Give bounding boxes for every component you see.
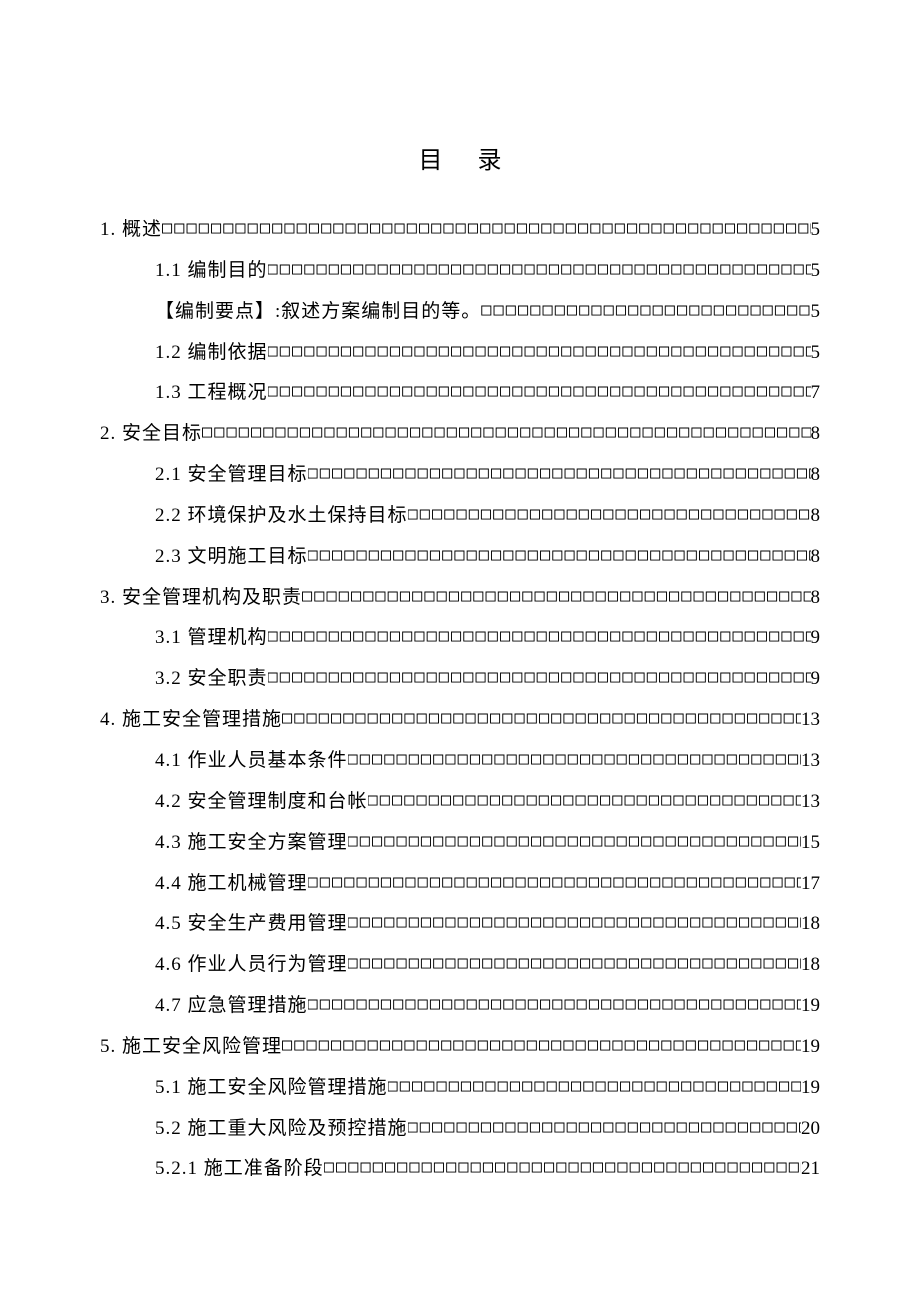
toc-page-number: 9 [811,659,821,700]
toc-entry-text: 5.2 施工重大风险及预控措施 [155,1109,408,1150]
toc-leader: □□□□□□□□□□□□□□□□□□□□□□□□□□□□□□□□□□□□□□□□… [348,904,801,941]
toc-entry-text: 5. 施工安全风险管理 [100,1027,282,1068]
toc-entry-text: 2.3 文明施工目标 [155,537,308,578]
toc-leader: □□□□□□□□□□□□□□□□□□□□□□□□□□□□□□□□□□□□□□□□… [324,1149,801,1186]
toc-entry: 2. 安全目标 □□□□□□□□□□□□□□□□□□□□□□□□□□□□□□□□… [100,414,820,455]
toc-page-number: 5 [811,251,821,292]
toc-entry: 5.1 施工安全风险管理措施 □□□□□□□□□□□□□□□□□□□□□□□□□… [100,1068,820,1109]
toc-leader: □□□□□□□□□□□□□□□□□□□□□□□□□□□□□□□□□□□□□□□□… [348,823,801,860]
toc-page-number: 19 [801,1027,820,1068]
toc-leader: □□□□□□□□□□□□□□□□□□□□□□□□□□□□□□□□□□□□□□□□… [308,986,801,1023]
toc-entry: 1.3 工程概况 □□□□□□□□□□□□□□□□□□□□□□□□□□□□□□□… [100,373,820,414]
toc-entry-text: 1. 概述 [100,210,162,251]
toc-page-number: 8 [811,578,821,619]
toc-entry: 4.6 作业人员行为管理 □□□□□□□□□□□□□□□□□□□□□□□□□□□… [100,945,820,986]
toc-page-number: 13 [801,700,820,741]
toc-page-number: 5 [811,333,821,374]
toc-entry-text: 5.1 施工安全风险管理措施 [155,1068,388,1109]
toc-entry-text: 1.2 编制依据 [155,333,268,374]
toc-entry: 2.2 环境保护及水土保持目标 □□□□□□□□□□□□□□□□□□□□□□□□… [100,496,820,537]
toc-page-number: 7 [811,373,821,414]
toc-leader: □□□□□□□□□□□□□□□□□□□□□□□□□□□□□□□□□□□□□□□□… [268,373,811,410]
toc-entry-text: 4.2 安全管理制度和台帐 [155,782,368,823]
toc-entry: 5.2 施工重大风险及预控措施 □□□□□□□□□□□□□□□□□□□□□□□□… [100,1109,820,1150]
toc-entry-text: 4.3 施工安全方案管理 [155,823,348,864]
toc-leader: □□□□□□□□□□□□□□□□□□□□□□□□□□□□□□□□□□□□□□□□… [268,333,811,370]
toc-entry: 4.5 安全生产费用管理 □□□□□□□□□□□□□□□□□□□□□□□□□□□… [100,904,820,945]
toc-entry-text: 5.2.1 施工准备阶段 [155,1149,324,1190]
toc-page-number: 17 [801,864,820,905]
toc-title: 目录 [100,140,820,175]
toc-entry: 4.3 施工安全方案管理 □□□□□□□□□□□□□□□□□□□□□□□□□□□… [100,823,820,864]
toc-leader: □□□□□□□□□□□□□□□□□□□□□□□□□□□□□□□□□□□□□□□□… [408,496,811,533]
toc-page-number: 8 [811,455,821,496]
toc-entry: 4.4 施工机械管理 □□□□□□□□□□□□□□□□□□□□□□□□□□□□□… [100,864,820,905]
toc-leader: □□□□□□□□□□□□□□□□□□□□□□□□□□□□□□□□□□□□□□□□… [308,864,801,901]
toc-page-number: 8 [811,537,821,578]
toc-entry-text: 2.2 环境保护及水土保持目标 [155,496,408,537]
toc-page-number: 13 [801,741,820,782]
toc-entry: 4.2 安全管理制度和台帐 □□□□□□□□□□□□□□□□□□□□□□□□□□… [100,782,820,823]
toc-leader: □□□□□□□□□□□□□□□□□□□□□□□□□□□□□□□□□□□□□□□□… [368,782,801,819]
toc-entry-text: 4.1 作业人员基本条件 [155,741,348,782]
toc-entry: 2.3 文明施工目标 □□□□□□□□□□□□□□□□□□□□□□□□□□□□□… [100,537,820,578]
toc-entry: 4. 施工安全管理措施 □□□□□□□□□□□□□□□□□□□□□□□□□□□□… [100,700,820,741]
toc-leader: □□□□□□□□□□□□□□□□□□□□□□□□□□□□□□□□□□□□□□□□… [162,210,810,247]
toc-leader: □□□□□□□□□□□□□□□□□□□□□□□□□□□□□□□□□□□□□□□□… [308,537,811,574]
toc-entry-text: 1.1 编制目的 [155,251,268,292]
toc-entry: 3. 安全管理机构及职责 □□□□□□□□□□□□□□□□□□□□□□□□□□□… [100,578,820,619]
toc-entry-text: 4.7 应急管理措施 [155,986,308,1027]
toc-page-number: 19 [801,1068,820,1109]
toc-entry-text: 4.6 作业人员行为管理 [155,945,348,986]
toc-page-number: 13 [801,782,820,823]
toc-leader: □□□□□□□□□□□□□□□□□□□□□□□□□□□□□□□□□□□□□□□□… [268,251,811,288]
toc-entry: 2.1 安全管理目标 □□□□□□□□□□□□□□□□□□□□□□□□□□□□□… [100,455,820,496]
toc-entry: 5.2.1 施工准备阶段 □□□□□□□□□□□□□□□□□□□□□□□□□□□… [100,1149,820,1190]
toc-leader: □□□□□□□□□□□□□□□□□□□□□□□□□□□□□□□□□□□□□□□□… [282,700,801,737]
toc-page-number: 20 [801,1109,820,1150]
toc-entry: 4.7 应急管理措施 □□□□□□□□□□□□□□□□□□□□□□□□□□□□□… [100,986,820,1027]
toc-leader: □□□□□□□□□□□□□□□□□□□□□□□□□□□□□□□□□□□□□□□□… [348,741,801,778]
toc-page-number: 9 [811,618,821,659]
toc-leader: □□□□□□□□□□□□□□□□□□□□□□□□□□□□□□□□□□□□□□□□… [408,1109,801,1146]
toc-entry: 5. 施工安全风险管理 □□□□□□□□□□□□□□□□□□□□□□□□□□□□… [100,1027,820,1068]
toc-entry-text: 2. 安全目标 [100,414,202,455]
toc-entry-text: 4.4 施工机械管理 [155,864,308,905]
toc-leader: □□□□□□□□□□□□□□□□□□□□□□□□□□□□□□□□□□□□□□□□… [282,1027,801,1064]
toc-leader: □□□□□□□□□□□□□□□□□□□□□□□□□□□□□□□□□□□□□□□□… [268,659,811,696]
toc-page-number: 8 [811,496,821,537]
toc-leader: □□□□□□□□□□□□□□□□□□□□□□□□□□□□□□□□□□□□□□□□… [481,292,810,329]
toc-entry-text: 1.3 工程概况 [155,373,268,414]
toc-entry: 1. 概述 □□□□□□□□□□□□□□□□□□□□□□□□□□□□□□□□□□… [100,210,820,251]
toc-entry-text: 3.1 管理机构 [155,618,268,659]
toc-page-number: 18 [801,945,820,986]
toc-entry: 【编制要点】:叙述方案编制目的等。 □□□□□□□□□□□□□□□□□□□□□□… [100,292,820,333]
toc-entry: 1.1 编制目的 □□□□□□□□□□□□□□□□□□□□□□□□□□□□□□□… [100,251,820,292]
toc-page-number: 15 [801,823,820,864]
toc-entry: 1.2 编制依据 □□□□□□□□□□□□□□□□□□□□□□□□□□□□□□□… [100,333,820,374]
toc-entry-text: 3. 安全管理机构及职责 [100,578,302,619]
toc-page-number: 8 [811,414,821,455]
toc-entry-text: 3.2 安全职责 [155,659,268,700]
toc-page-number: 18 [801,904,820,945]
toc-leader: □□□□□□□□□□□□□□□□□□□□□□□□□□□□□□□□□□□□□□□□… [202,414,810,451]
toc-leader: □□□□□□□□□□□□□□□□□□□□□□□□□□□□□□□□□□□□□□□□… [348,945,801,982]
toc-page-number: 5 [811,210,821,251]
toc-entry-text: 4.5 安全生产费用管理 [155,904,348,945]
toc-entry-text: 4. 施工安全管理措施 [100,700,282,741]
toc-page-number: 5 [811,292,821,333]
toc-entry: 3.1 管理机构 □□□□□□□□□□□□□□□□□□□□□□□□□□□□□□□… [100,618,820,659]
toc-entry-text: 【编制要点】:叙述方案编制目的等。 [155,292,481,333]
toc-container: 1. 概述 □□□□□□□□□□□□□□□□□□□□□□□□□□□□□□□□□□… [100,210,820,1190]
toc-page-number: 21 [801,1149,820,1190]
toc-entry: 3.2 安全职责 □□□□□□□□□□□□□□□□□□□□□□□□□□□□□□□… [100,659,820,700]
toc-page-number: 19 [801,986,820,1027]
toc-leader: □□□□□□□□□□□□□□□□□□□□□□□□□□□□□□□□□□□□□□□□… [308,455,811,492]
toc-leader: □□□□□□□□□□□□□□□□□□□□□□□□□□□□□□□□□□□□□□□□… [388,1068,801,1105]
toc-entry: 4.1 作业人员基本条件 □□□□□□□□□□□□□□□□□□□□□□□□□□□… [100,741,820,782]
toc-entry-text: 2.1 安全管理目标 [155,455,308,496]
toc-leader: □□□□□□□□□□□□□□□□□□□□□□□□□□□□□□□□□□□□□□□□… [302,578,810,615]
toc-leader: □□□□□□□□□□□□□□□□□□□□□□□□□□□□□□□□□□□□□□□□… [268,618,811,655]
